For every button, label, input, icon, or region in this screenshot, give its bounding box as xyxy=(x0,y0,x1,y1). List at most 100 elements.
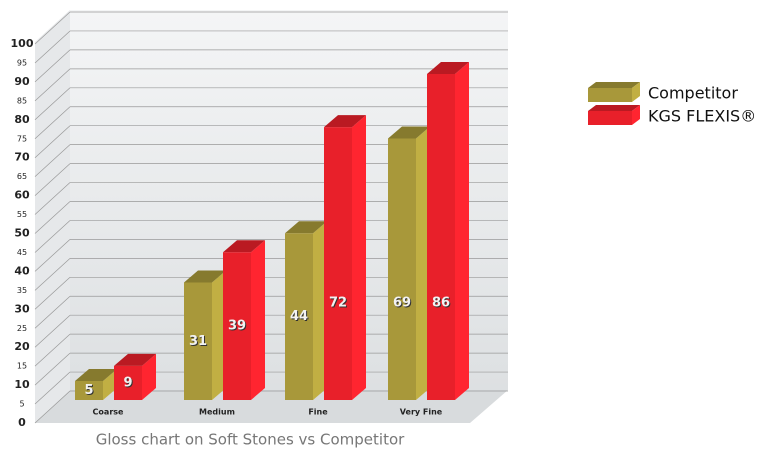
bar-face xyxy=(285,221,327,234)
grid-line xyxy=(34,106,71,140)
legend-swatch-top xyxy=(588,82,640,88)
bar-face xyxy=(114,353,156,366)
grid-line xyxy=(34,295,71,329)
y-tick-label: 40 xyxy=(14,264,30,277)
bar-face xyxy=(324,115,366,128)
value-label: 39 xyxy=(228,319,246,334)
bar-face xyxy=(416,126,430,401)
value-label: 9 xyxy=(123,375,132,390)
grid-line xyxy=(34,314,71,348)
grid-line xyxy=(34,352,71,386)
bar xyxy=(75,369,117,400)
y-tick-label: 80 xyxy=(14,113,30,126)
bar-face xyxy=(352,115,366,401)
grid-line xyxy=(34,11,71,45)
x-tick-label: Fine xyxy=(308,408,328,417)
y-tick-label: 90 xyxy=(14,75,30,88)
value-label: 44 xyxy=(290,309,308,324)
bar-face xyxy=(75,369,117,382)
grid-line xyxy=(34,68,71,102)
value-label-shadow: 69 xyxy=(394,297,412,312)
y-tick-label: 65 xyxy=(17,172,27,181)
y-tick-label: 30 xyxy=(14,302,30,315)
bar xyxy=(114,353,156,400)
y-tick-label: 10 xyxy=(14,378,30,391)
legend-label: KGS FLEXIS® xyxy=(648,107,756,126)
y-tick-label: 70 xyxy=(14,151,30,164)
bar-face xyxy=(388,138,416,401)
grid-line xyxy=(34,239,71,272)
value-label-shadow: 31 xyxy=(190,335,208,350)
y-tick-label: 55 xyxy=(17,210,27,219)
value-label-shadow: 44 xyxy=(291,310,309,325)
x-tick-label: Medium xyxy=(199,408,235,417)
caption: Gloss chart on Soft Stones vs Competitor xyxy=(96,431,405,449)
value-label-shadow: 5 xyxy=(85,384,94,399)
bar-face xyxy=(285,233,313,400)
y-tick-label: 95 xyxy=(17,58,27,67)
grid-line xyxy=(34,163,71,196)
bar-face xyxy=(251,240,265,400)
grid-line xyxy=(34,125,71,158)
bar-face xyxy=(388,126,430,139)
grid-line xyxy=(34,333,71,367)
side-wall xyxy=(35,10,70,423)
y-tick-label: 75 xyxy=(17,134,27,143)
x-tick-label: Coarse xyxy=(93,408,124,417)
grid-line xyxy=(34,220,71,253)
legend-swatch xyxy=(588,88,632,102)
value-label: 5 xyxy=(84,383,93,398)
legend-swatch-side xyxy=(632,105,640,125)
grid-line xyxy=(34,182,71,215)
bar xyxy=(388,126,430,401)
bar-face xyxy=(427,74,455,400)
bar-face xyxy=(142,353,156,400)
bar xyxy=(184,270,226,400)
legend-swatch-side xyxy=(632,82,640,102)
y-tick-label: 45 xyxy=(17,248,27,257)
value-label: 31 xyxy=(189,334,207,349)
value-label-shadow: 9 xyxy=(124,376,133,391)
grid-line xyxy=(34,144,71,177)
x-tick-label: Very Fine xyxy=(400,408,443,417)
legend-swatch xyxy=(588,111,632,125)
legend-label: Competitor xyxy=(648,84,738,103)
value-label: 72 xyxy=(329,296,347,311)
y-tick-label: 5 xyxy=(19,400,24,409)
value-label: 69 xyxy=(393,296,411,311)
y-tick-label: 25 xyxy=(17,324,27,333)
grid-line xyxy=(34,277,71,310)
y-tick-label: 60 xyxy=(14,189,30,202)
value-label-shadow: 72 xyxy=(330,297,348,312)
bar-face xyxy=(313,221,327,400)
y-tick-label: 85 xyxy=(17,96,27,105)
bar-face xyxy=(75,381,103,400)
y-tick-label: 20 xyxy=(14,340,30,353)
y-tick-label: 100 xyxy=(11,37,34,50)
bar-face xyxy=(427,62,469,75)
bar xyxy=(324,115,366,401)
bar-face xyxy=(103,369,117,400)
bar-face xyxy=(324,127,352,401)
y-tick-label: 15 xyxy=(17,362,27,371)
grid-line xyxy=(34,390,71,424)
bar-face xyxy=(223,252,251,400)
legend-swatch-top xyxy=(588,105,640,111)
grid-line xyxy=(34,371,71,405)
value-label-shadow: 39 xyxy=(229,320,247,335)
bar-face xyxy=(223,240,265,253)
bar xyxy=(223,240,265,400)
bar-face xyxy=(184,282,212,400)
y-tick-label: 0 xyxy=(18,416,26,429)
bar xyxy=(427,62,469,401)
grid-line xyxy=(34,201,71,234)
bar xyxy=(285,221,327,400)
bar-face xyxy=(114,365,142,400)
value-label: 86 xyxy=(432,296,450,311)
grid-line xyxy=(34,30,71,64)
bar-face xyxy=(212,270,226,400)
grid-line xyxy=(34,49,71,83)
y-tick-label: 50 xyxy=(14,227,30,240)
y-tick-label: 35 xyxy=(17,286,27,295)
